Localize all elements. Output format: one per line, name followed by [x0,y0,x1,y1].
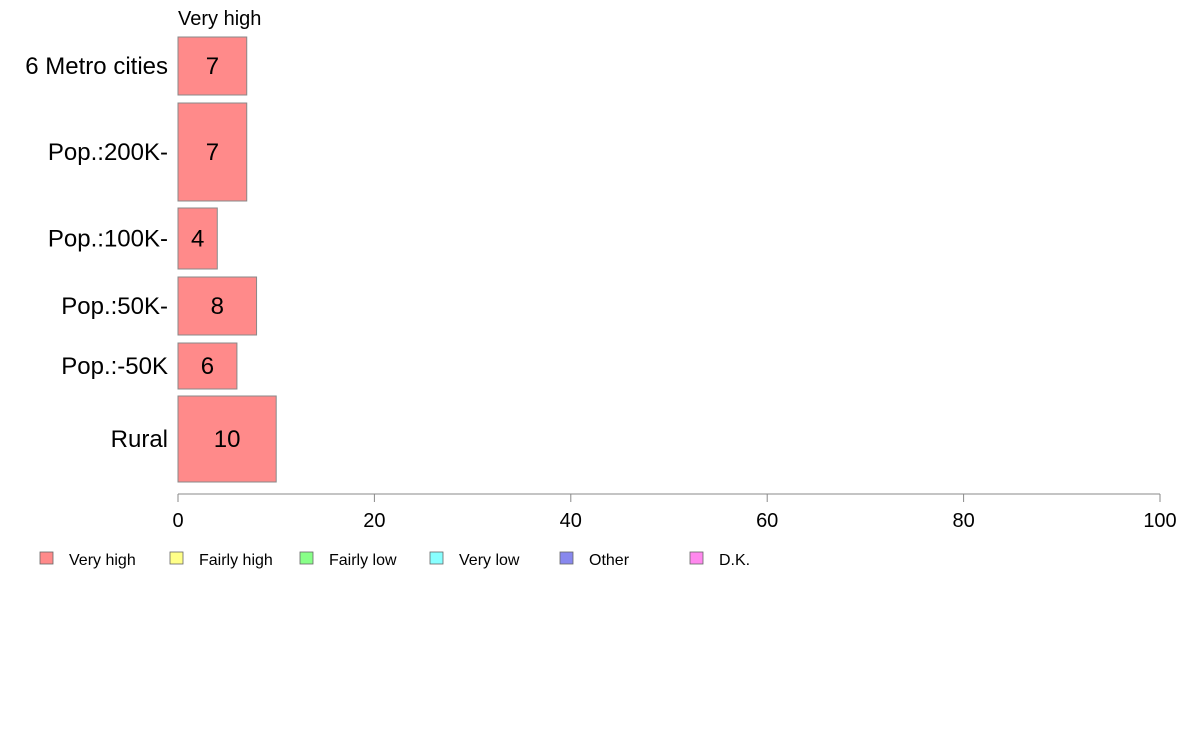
bar [177,36,248,96]
bar-value-label: 6 [201,353,214,380]
bar-value-label: 8 [211,293,224,320]
category-label: 6 Metro cities [25,53,168,80]
legend-swatch [299,551,314,565]
x-tick-label: 0 [172,510,183,532]
legend-label: Very low [459,552,520,569]
legend-swatch [559,551,574,565]
legend-label: Fairly low [329,552,397,569]
legend-swatch [39,551,54,565]
x-tick-label: 80 [952,510,974,532]
bar-value-label: 7 [206,53,219,80]
legend-label: Very high [69,552,136,569]
legend-swatch [689,551,704,565]
bar [177,342,238,390]
category-label: Rural [111,426,168,453]
bar [177,207,218,270]
legend-swatch [169,551,184,565]
bars-group: 6 Metro cities 7 Pop.:200K- 7 Pop.:100K- 4 Pop… [25,36,277,483]
bar-value-label: 7 [206,139,219,166]
category-label: Pop.:-50K [61,353,168,380]
x-tick-label: 20 [363,510,385,532]
legend-label: Other [589,552,630,569]
legend-label: Fairly high [199,552,273,569]
bar-value-label: 10 [214,426,241,453]
legend-swatch [429,551,444,565]
x-tick-label: 60 [756,510,778,532]
series-title: Very high [178,8,261,30]
category-label: Pop.:200K- [48,139,168,166]
x-tick-label: 100 [1143,510,1176,532]
bar [177,395,277,483]
legend: Very high Fairly high Fairly low Very low Ot… [39,551,750,569]
bar [177,276,258,336]
category-label: Pop.:100K- [48,226,168,253]
x-axis: 0 20 40 60 80 100 [172,493,1177,532]
category-label: Pop.:50K- [61,293,168,320]
legend-label: D.K. [719,552,750,569]
bar [177,102,248,202]
x-tick-label: 40 [560,510,582,532]
bar-value-label: 4 [191,226,204,253]
